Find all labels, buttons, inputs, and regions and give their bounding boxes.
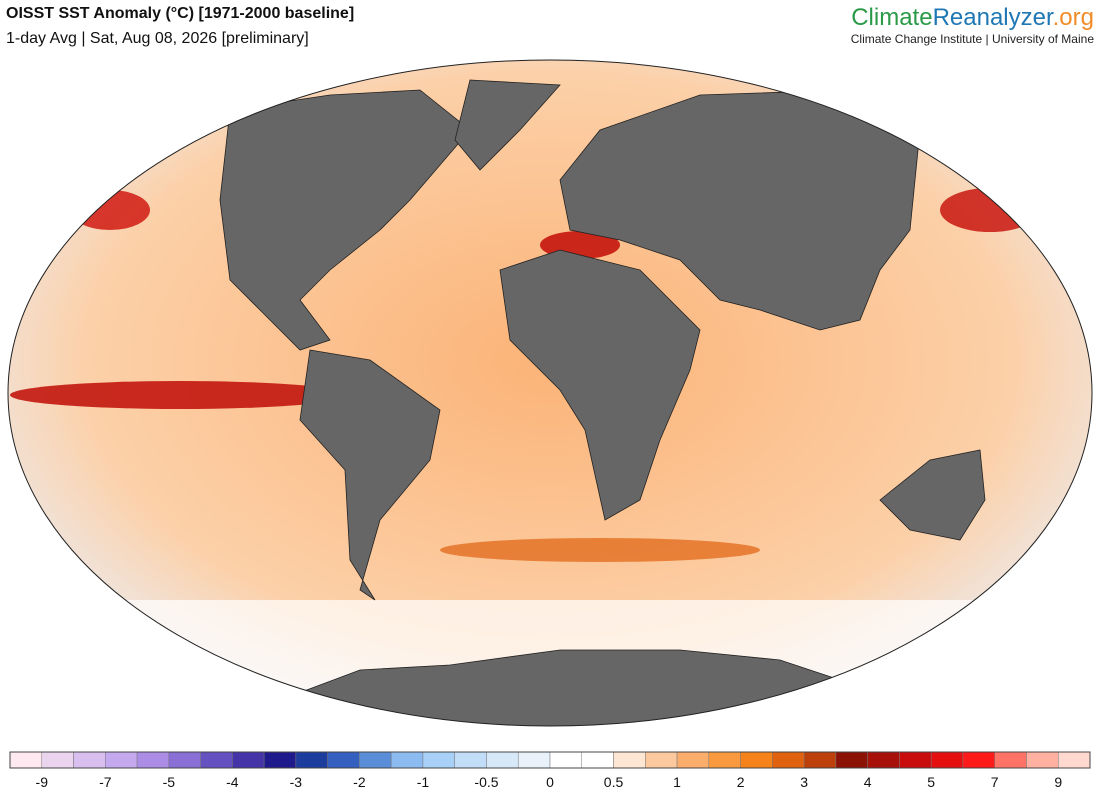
colorbar-swatch	[73, 751, 106, 769]
logo-part: Reanalyzer	[933, 4, 1054, 31]
colorbar-swatch	[486, 751, 519, 769]
colorbar-swatch	[899, 751, 932, 769]
colorbar-label: -9	[36, 774, 49, 790]
colorbar-swatch	[740, 751, 773, 769]
colorbar-swatch	[454, 751, 487, 769]
logo: ClimateReanalyzer.org	[851, 4, 1094, 31]
anomaly-region	[10, 381, 350, 409]
colorbar-swatch	[136, 751, 170, 769]
colorbar-swatch	[645, 751, 678, 769]
colorbar-label: -5	[163, 774, 176, 790]
colorbar-label: -1	[417, 774, 430, 790]
colorbar: -9 -7 -5 -4 -3 -2 -1 -0.5 0 0.5 1 2 3 4 5 7 9	[9, 751, 1091, 790]
logo-part: Climate	[851, 4, 932, 31]
colorbar-swatch	[549, 751, 583, 769]
map	[8, 60, 1092, 726]
anomaly-region	[440, 538, 760, 562]
colorbar-swatch	[168, 751, 201, 769]
colorbar-label: -4	[226, 774, 239, 790]
colorbar-label: -0.5	[474, 774, 498, 790]
colorbar-swatch	[1026, 751, 1059, 769]
colorbar-label: 0	[546, 774, 554, 790]
colorbar-frame	[9, 751, 1091, 769]
colorbar-label: 1	[673, 774, 681, 790]
colorbar-swatch	[232, 751, 265, 769]
africa	[499, 249, 701, 521]
colorbar-swatch	[517, 751, 551, 769]
colorbar-swatch	[41, 751, 74, 769]
colorbar-swatch	[676, 751, 710, 769]
colorbar-swatch	[9, 751, 43, 769]
colorbar-swatch	[200, 751, 233, 769]
australia	[879, 449, 986, 541]
colorbar-label: 4	[864, 774, 872, 790]
colorbar-swatch	[327, 751, 360, 769]
anomaly-region	[940, 188, 1040, 232]
north-america	[219, 89, 471, 351]
south-america	[299, 349, 441, 601]
eurasia	[559, 89, 921, 331]
colorbar-swatch	[930, 751, 964, 769]
colorbar-label: -7	[99, 774, 112, 790]
colorbar-label: 0.5	[604, 774, 624, 790]
colorbar-swatch	[772, 751, 805, 769]
title: OISST SST Anomaly (°C) [1971-2000 baseli…	[6, 5, 354, 22]
anomaly-region	[70, 190, 150, 230]
colorbar-swatch	[105, 751, 138, 769]
colorbar-swatch	[708, 751, 741, 769]
colorbar-swatch	[390, 751, 424, 769]
colorbar-swatch	[295, 751, 328, 769]
colorbar-label: 5	[927, 774, 935, 790]
colorbar-swatch	[803, 751, 837, 769]
colorbar-swatch	[1057, 751, 1091, 769]
colorbar-label: 3	[800, 774, 808, 790]
colorbar-label: 9	[1054, 774, 1062, 790]
colorbar-label: -2	[353, 774, 366, 790]
colorbar-swatch	[994, 751, 1027, 769]
colorbar-swatch	[359, 751, 392, 769]
colorbar-label: 7	[991, 774, 999, 790]
map-border	[7, 59, 1093, 727]
colorbar-swatch	[867, 751, 900, 769]
greenland	[454, 79, 561, 171]
colorbar-swatch	[613, 751, 646, 769]
colorbar-swatch	[835, 751, 868, 769]
colorbar-label: -3	[290, 774, 303, 790]
colorbar-swatch	[422, 751, 455, 769]
subtitle: 1-day Avg | Sat, Aug 08, 2026 [prelimina…	[6, 30, 309, 47]
colorbar-swatch	[263, 751, 297, 769]
colorbar-label: 2	[737, 774, 745, 790]
colorbar-swatch	[581, 751, 614, 769]
tagline: Climate Change Institute | University of…	[851, 32, 1095, 46]
colorbar-swatch	[962, 751, 995, 769]
logo-part: .org	[1053, 4, 1094, 31]
